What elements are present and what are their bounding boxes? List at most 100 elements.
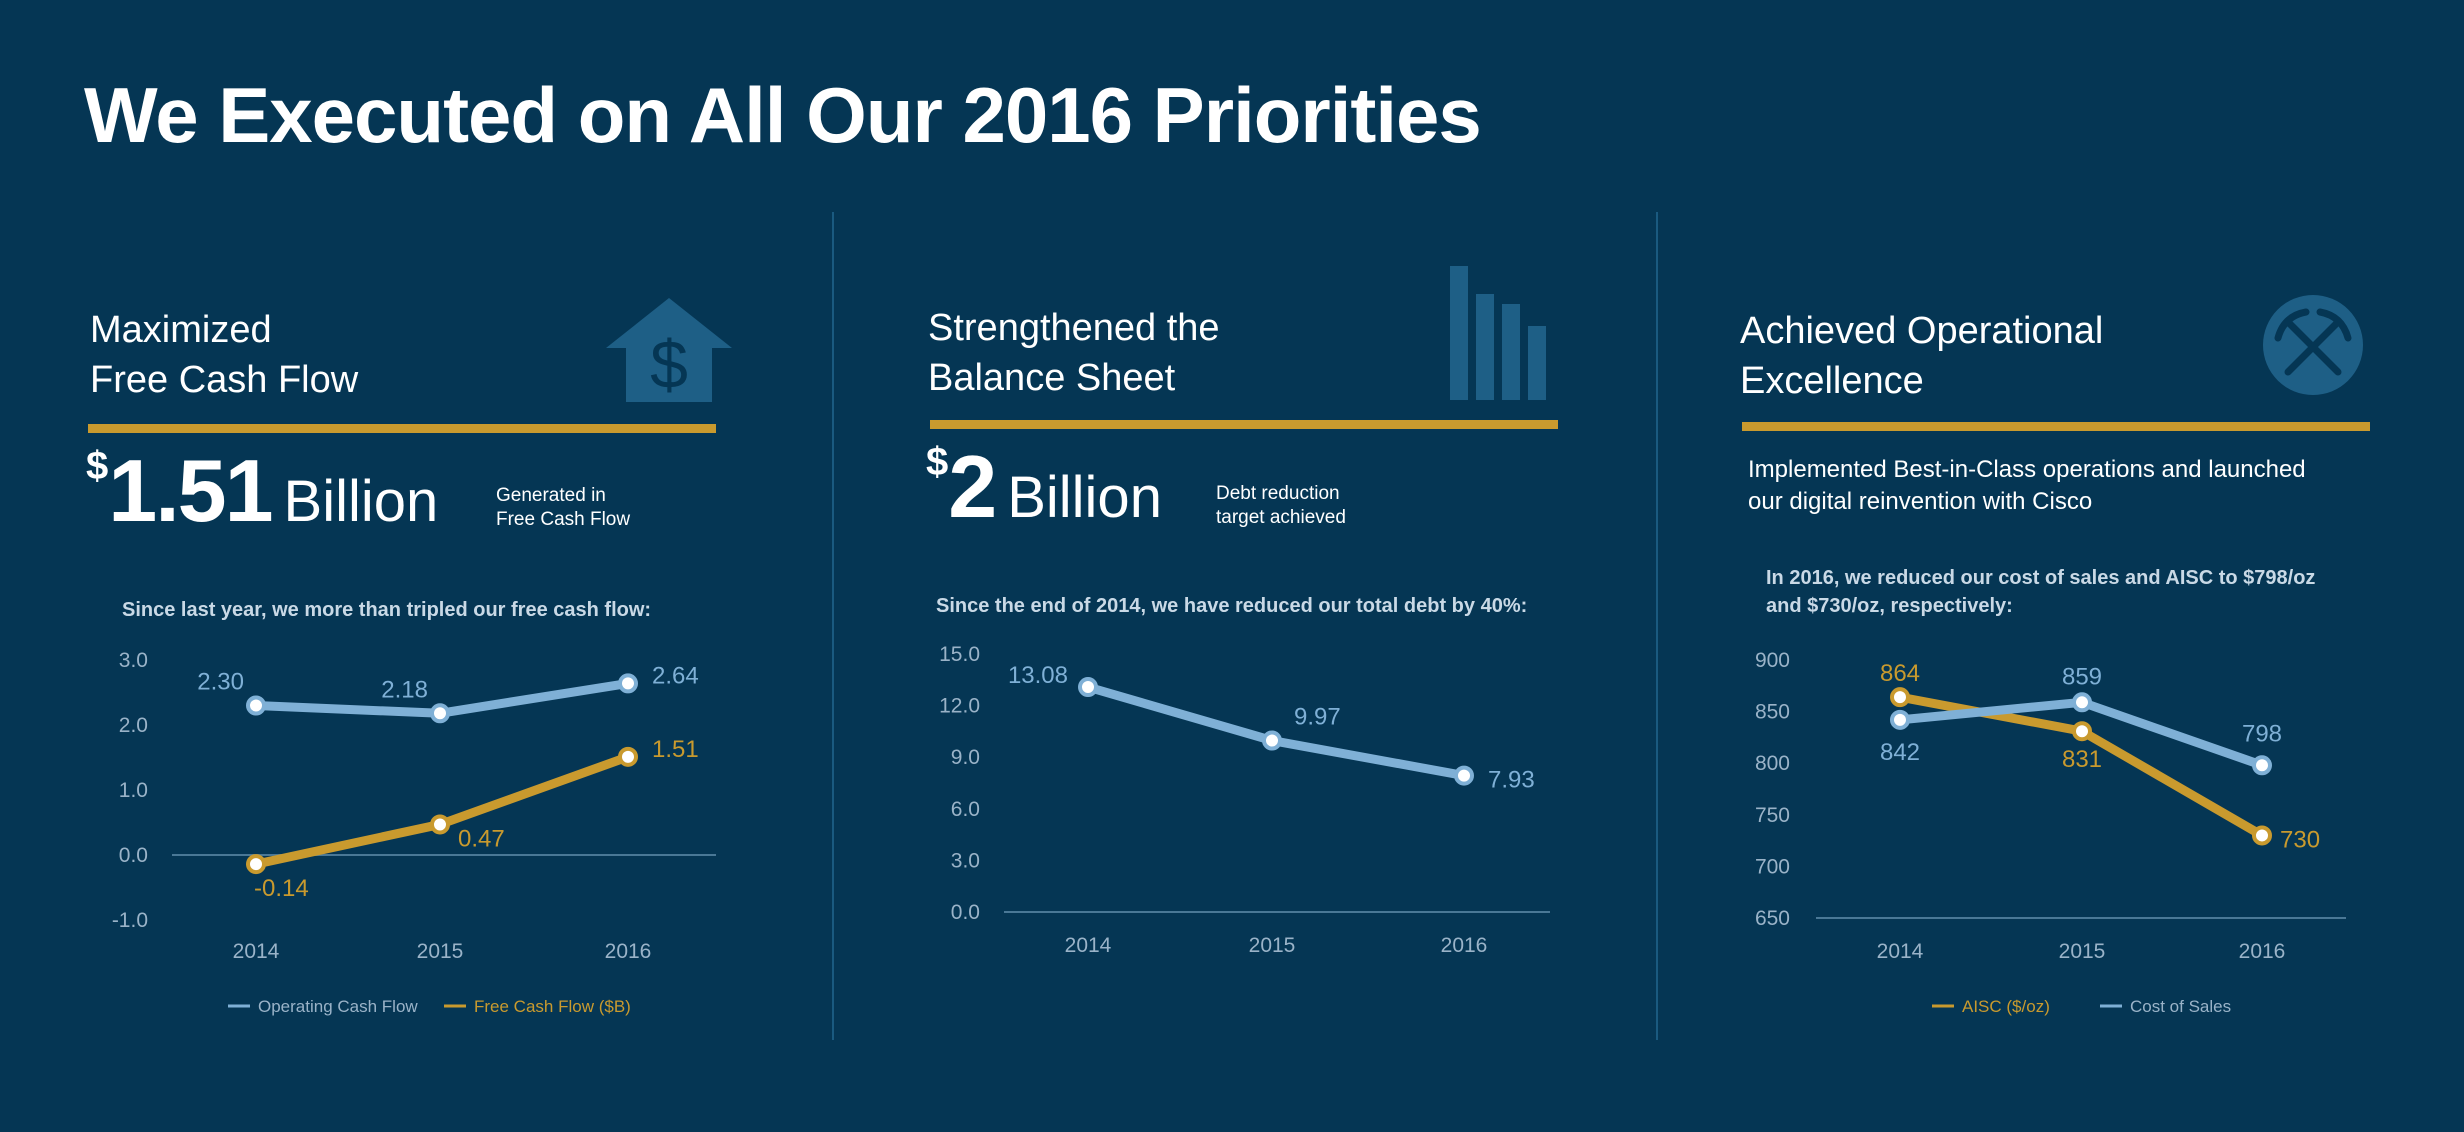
figure-number: 1.51 xyxy=(108,441,273,540)
y-tick-label: 12.0 xyxy=(939,695,980,718)
data-point xyxy=(430,814,450,835)
data-label: 13.08 xyxy=(1008,662,1068,689)
data-label: 2.18 xyxy=(381,676,428,703)
data-label: 864 xyxy=(1880,660,1920,687)
data-label: 7.93 xyxy=(1488,767,1535,794)
y-tick-label: -1.0 xyxy=(112,909,148,932)
y-tick-label: 700 xyxy=(1755,855,1790,878)
y-tick-label: 15.0 xyxy=(939,643,980,666)
column-divider xyxy=(832,212,834,1040)
data-label: 1.51 xyxy=(652,736,699,763)
data-point xyxy=(1078,677,1098,698)
note-line: Debt reduction xyxy=(1216,483,1340,504)
currency-symbol: $ xyxy=(926,440,949,484)
x-tick-label: 2014 xyxy=(1065,934,1112,957)
y-tick-label: 2.0 xyxy=(119,714,148,737)
chart-caption: Since the end of 2014, we have reduced o… xyxy=(936,592,1527,620)
heading-line: Maximized xyxy=(90,309,272,351)
caption-line: and $730/oz, respectively: xyxy=(1766,595,2013,617)
note-line: target achieved xyxy=(1216,507,1346,528)
legend-label: AISC ($/oz) xyxy=(1962,997,2050,1016)
x-tick-label: 2015 xyxy=(2059,940,2106,963)
data-point xyxy=(2252,825,2272,846)
data-label: 859 xyxy=(2062,663,2102,690)
crossed-pickaxes-icon xyxy=(2263,295,2363,395)
data-point xyxy=(618,673,638,694)
panel-description: Implemented Best-in-Class operations and… xyxy=(1748,454,2306,518)
heading-line: Balance Sheet xyxy=(928,357,1176,399)
data-label: 9.97 xyxy=(1294,704,1341,731)
y-tick-label: 3.0 xyxy=(951,849,980,872)
data-label: 2.64 xyxy=(652,662,699,689)
data-point xyxy=(1454,765,1474,786)
bar-chart-icon xyxy=(1450,266,1546,400)
chart-caption: Since last year, we more than tripled ou… xyxy=(122,596,651,624)
y-tick-label: 900 xyxy=(1755,649,1790,672)
data-label: 831 xyxy=(2062,746,2102,773)
currency-symbol: $ xyxy=(86,444,109,488)
legend-label: Cost of Sales xyxy=(2130,997,2231,1016)
data-point xyxy=(2252,755,2272,776)
x-tick-label: 2016 xyxy=(2239,940,2286,963)
gold-rule xyxy=(930,420,1558,429)
figure-unit: Billion xyxy=(283,469,439,534)
data-label: 730 xyxy=(2280,826,2320,853)
data-label: -0.14 xyxy=(254,875,309,902)
data-point xyxy=(2072,692,2092,713)
data-point xyxy=(246,695,266,716)
figure-note: Debt reduction target achieved xyxy=(1216,482,1346,530)
y-tick-label: 6.0 xyxy=(951,798,980,821)
data-label: 842 xyxy=(1880,739,1920,766)
note-line: Free Cash Flow xyxy=(496,509,631,530)
figure-number: 2 xyxy=(948,437,997,536)
x-tick-label: 2014 xyxy=(1877,940,1924,963)
y-tick-label: 650 xyxy=(1755,907,1790,930)
note-line: Generated in xyxy=(496,485,606,506)
x-tick-label: 2016 xyxy=(1441,934,1488,957)
y-tick-label: 0.0 xyxy=(119,844,148,867)
panel-heading: Strengthened the Balance Sheet xyxy=(928,303,1220,403)
figure-note: Generated in Free Cash Flow xyxy=(496,484,630,532)
x-tick-label: 2015 xyxy=(1249,934,1296,957)
data-point xyxy=(2072,721,2092,742)
y-tick-label: 850 xyxy=(1755,701,1790,724)
data-point xyxy=(246,854,266,875)
heading-line: Free Cash Flow xyxy=(90,359,359,401)
x-tick-label: 2014 xyxy=(233,940,280,963)
panel-heading: Maximized Free Cash Flow xyxy=(90,305,358,405)
chart-caption: In 2016, we reduced our cost of sales an… xyxy=(1766,564,2315,620)
house-dollar-icon: $ xyxy=(606,298,732,403)
x-tick-label: 2016 xyxy=(605,940,652,963)
legend-label: Free Cash Flow ($B) xyxy=(474,997,631,1016)
panel-heading: Achieved Operational Excellence xyxy=(1740,306,2103,406)
heading-line: Strengthened the xyxy=(928,307,1220,349)
description-line: our digital reinvention with Cisco xyxy=(1748,488,2093,515)
caption-line: Since last year, we more than tripled ou… xyxy=(122,599,652,621)
data-point xyxy=(1890,687,1910,708)
legend-label: Operating Cash Flow xyxy=(258,997,418,1016)
column-divider xyxy=(1656,212,1658,1040)
y-tick-label: 0.0 xyxy=(951,901,980,924)
y-tick-label: 9.0 xyxy=(951,746,980,769)
y-tick-label: 3.0 xyxy=(119,649,148,672)
data-label: 798 xyxy=(2242,720,2282,747)
data-point xyxy=(1890,709,1910,730)
page-title: We Executed on All Our 2016 Priorities xyxy=(84,71,1482,159)
data-point xyxy=(618,746,638,767)
big-figure: $2 Billion xyxy=(926,436,1162,538)
data-point xyxy=(430,703,450,724)
figure-unit: Billion xyxy=(1007,465,1162,530)
x-tick-label: 2015 xyxy=(417,940,464,963)
series-line xyxy=(251,752,633,869)
y-tick-label: 1.0 xyxy=(119,779,148,802)
big-figure: $1.51 Billion xyxy=(86,440,438,542)
heading-line: Achieved Operational xyxy=(1740,310,2104,352)
caption-line: In 2016, we reduced our cost of sales an… xyxy=(1766,567,2316,589)
description-line: Implemented Best-in-Class operations and… xyxy=(1748,456,2306,483)
series-line xyxy=(1083,682,1469,781)
gold-rule xyxy=(1742,422,2370,431)
heading-line: Excellence xyxy=(1740,360,1924,402)
data-label: 0.47 xyxy=(458,825,505,852)
y-tick-label: 800 xyxy=(1755,752,1790,775)
